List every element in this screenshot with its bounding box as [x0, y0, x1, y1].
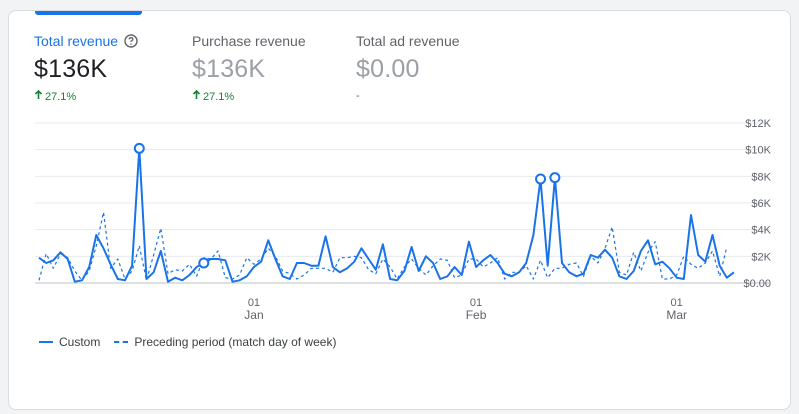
x-tick-label-day: 01 — [671, 297, 683, 309]
metric-tab-total-revenue[interactable]: Total revenue $136K 27.1% — [34, 33, 138, 103]
metric-label: Total ad revenue — [356, 33, 460, 49]
metric-label-text: Total ad revenue — [356, 33, 460, 49]
metric-delta: 27.1% — [34, 89, 138, 103]
data-point-marker — [133, 142, 145, 154]
metric-tab-total-ad-revenue[interactable]: Total ad revenue $0.00 - — [356, 33, 460, 102]
y-tick-label: $12K — [745, 118, 771, 130]
legend-label-custom: Custom — [59, 335, 101, 349]
arrow-up-icon — [192, 89, 201, 103]
y-tick-label: $6K — [751, 198, 771, 210]
data-point-marker — [549, 172, 561, 184]
x-tick-label-day: 01 — [470, 297, 482, 309]
metric-label-text: Purchase revenue — [192, 33, 306, 49]
legend-item-preceding[interactable]: Preceding period (match day of week) — [114, 335, 336, 349]
legend-label-preceding: Preceding period (match day of week) — [134, 335, 337, 349]
metric-value: $136K — [192, 55, 266, 83]
help-circle-icon[interactable] — [124, 34, 138, 48]
x-tick-label-month: Jan — [244, 308, 263, 322]
arrow-up-icon — [34, 89, 43, 103]
metric-label: Purchase revenue — [192, 33, 306, 49]
metric-value: $136K — [34, 55, 108, 83]
series-line-custom — [38, 147, 735, 283]
x-tick-label-month: Mar — [666, 308, 687, 322]
y-tick-label: $2K — [751, 251, 771, 263]
data-point-marker — [198, 257, 210, 269]
metric-delta-text: - — [356, 90, 360, 102]
x-tick-label-month: Feb — [466, 308, 487, 322]
dashed-line-swatch — [114, 341, 129, 343]
y-tick-label: $8K — [751, 171, 771, 183]
y-tick-label: $4K — [751, 225, 771, 237]
y-tick-label: $10K — [745, 145, 771, 157]
chart-legend: Custom Preceding period (match day of we… — [39, 335, 336, 349]
y-tick-label: $0.00 — [743, 278, 771, 290]
data-point-marker — [535, 173, 547, 185]
x-tick-label-day: 01 — [248, 297, 260, 309]
solid-line-swatch — [39, 341, 53, 343]
active-tab-indicator — [35, 11, 142, 15]
metric-tab-purchase-revenue[interactable]: Purchase revenue $136K 27.1% — [192, 33, 306, 103]
revenue-card: Total revenue $136K 27.1% Purchase reven… — [8, 10, 791, 410]
legend-item-custom[interactable]: Custom — [39, 335, 100, 349]
metric-label: Total revenue — [34, 33, 138, 49]
metric-delta-text: 27.1% — [203, 90, 235, 103]
metric-delta-text: 27.1% — [45, 90, 77, 103]
metric-value: $0.00 — [356, 55, 420, 83]
metric-delta: 27.1% — [192, 89, 306, 103]
metric-label-text: Total revenue — [34, 33, 119, 49]
series-line-preceding — [38, 211, 728, 281]
metric-delta: - — [356, 90, 460, 102]
